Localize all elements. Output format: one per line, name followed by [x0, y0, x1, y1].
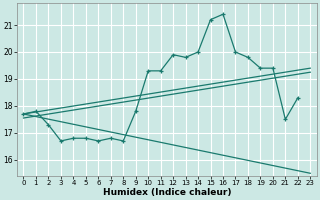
X-axis label: Humidex (Indice chaleur): Humidex (Indice chaleur): [103, 188, 231, 197]
